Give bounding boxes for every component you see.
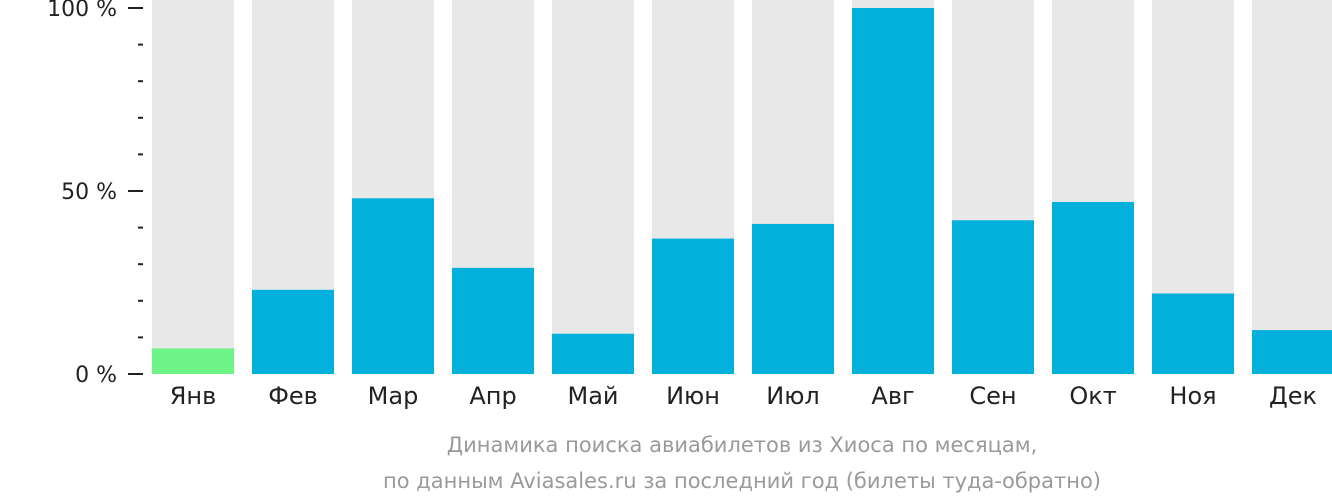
x-axis-labels: Янв Фев Мар Апр Май Июн Июл Авг Сен Окт Ноя Дек xyxy=(170,382,1317,410)
bar-4 xyxy=(552,333,634,374)
y-axis: 0 % 50 % 100 % xyxy=(47,0,143,388)
bar-background-11 xyxy=(1252,0,1332,374)
bar-1 xyxy=(252,289,334,374)
bar-8 xyxy=(952,220,1034,374)
x-tick-label-0: Янв xyxy=(170,382,217,410)
chart-subtitle-line-1: Динамика поиска авиабилетов из Хиоса по … xyxy=(447,433,1038,457)
y-tick-label-2: 100 % xyxy=(47,0,117,22)
x-tick-label-3: Апр xyxy=(469,382,516,410)
x-tick-label-4: Май xyxy=(567,382,618,410)
y-tick-label-0: 0 % xyxy=(75,363,117,388)
x-tick-label-5: Июн xyxy=(666,382,720,410)
bar-3 xyxy=(452,267,534,374)
y-tick-label-1: 50 % xyxy=(61,180,117,205)
bar-10 xyxy=(1152,293,1234,374)
bar-11 xyxy=(1252,330,1332,374)
x-tick-label-8: Сен xyxy=(969,382,1016,410)
x-tick-label-6: Июл xyxy=(766,382,820,410)
bar-6 xyxy=(752,223,834,374)
bar-9 xyxy=(1052,201,1134,374)
x-tick-label-10: Ноя xyxy=(1169,382,1216,410)
x-tick-label-1: Фев xyxy=(268,382,318,410)
bar-background-0 xyxy=(152,0,234,374)
bar-background-4 xyxy=(552,0,634,374)
x-tick-label-2: Мар xyxy=(368,382,419,410)
x-tick-label-9: Окт xyxy=(1069,382,1116,410)
x-tick-label-11: Дек xyxy=(1269,382,1317,410)
bar-0 xyxy=(152,348,234,374)
bar-2 xyxy=(352,198,434,374)
x-tick-label-7: Авг xyxy=(871,382,914,410)
bar-7 xyxy=(852,8,934,374)
chart-subtitle-line-2: по данным Aviasales.ru за последний год … xyxy=(383,469,1101,493)
data-bars xyxy=(152,8,1332,374)
bar-5 xyxy=(652,238,734,374)
